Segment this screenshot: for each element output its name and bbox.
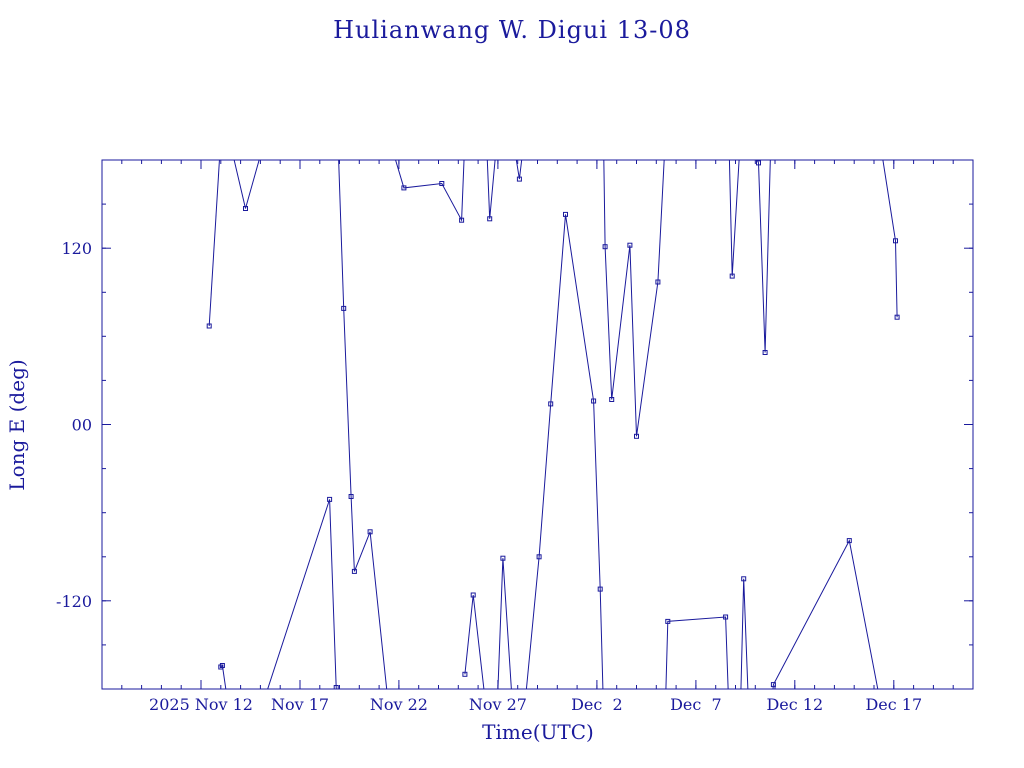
series-line [603,160,665,437]
series-line [740,578,749,689]
x-tick-label: Nov 17 [271,695,329,714]
data-point [401,185,407,191]
data-point [348,494,354,499]
data-point [351,568,357,574]
data-point [548,401,554,407]
data-point [327,496,333,502]
data-point [591,398,597,404]
y-tick-label: -120 [56,592,92,611]
x-tick-label: 2025 Nov 12 [149,695,253,714]
series-line [208,160,220,327]
x-tick-labels: 2025 Nov 12 Nov 17 Nov 22 Nov 27 Dec 2 Dec 7 D… [149,695,922,714]
series-line [464,594,485,689]
data-point [729,273,735,279]
data-point [655,279,661,285]
data-point [462,671,468,677]
data-point [894,314,900,320]
x-tick-label: Dec 17 [865,695,922,714]
y-axis-label: Long E (deg) [5,359,29,490]
data-point [500,555,506,561]
data-point [470,592,476,598]
axis-ticks [102,160,973,689]
series-line [233,160,260,209]
data-point [341,305,347,311]
data-point [762,350,768,355]
series-line [497,558,512,689]
data-point [206,323,212,329]
series-line [267,499,337,689]
x-tick-label: Nov 27 [469,695,527,714]
series-line [525,214,604,689]
data-point [634,433,639,439]
data-point [459,217,465,223]
series-longitude [206,160,900,689]
data-point [487,216,493,222]
data-point [367,529,373,535]
chart-title: Hulianwang W. Digui 13-08 [333,16,691,44]
y-tick-labels: -120 00 120 [56,239,92,611]
data-point [893,238,898,244]
data-point [846,538,852,544]
data-point [756,160,761,166]
series-line [728,160,740,277]
x-tick-label: Dec 7 [670,695,722,714]
series-line [756,160,771,353]
x-axis-label: Time(UTC) [482,720,594,744]
data-point [627,242,633,248]
data-point [597,586,603,592]
data-point [243,206,248,211]
data-point [602,244,608,250]
series-line [772,539,879,689]
data-point [333,685,339,689]
plot-area-frame [101,159,974,690]
x-tick-label: Nov 22 [370,695,428,714]
data-point [219,663,225,668]
data-point [665,618,671,624]
data-point [516,176,522,182]
data-point [536,554,542,560]
data-point [770,682,776,688]
data-point [741,576,747,582]
series-line [515,160,523,180]
series-line [338,160,388,689]
series-line [486,160,496,219]
series-line [882,160,898,318]
x-tick-label: Dec 2 [571,695,623,714]
data-point [609,397,615,402]
series-line [395,160,465,223]
data-point [439,181,445,186]
y-tick-label: 120 [61,239,92,258]
series-line [665,616,729,689]
y-tick-label: 00 [72,416,92,435]
data-point [723,614,729,620]
data-point [563,211,568,217]
x-tick-label: Dec 12 [766,695,823,714]
